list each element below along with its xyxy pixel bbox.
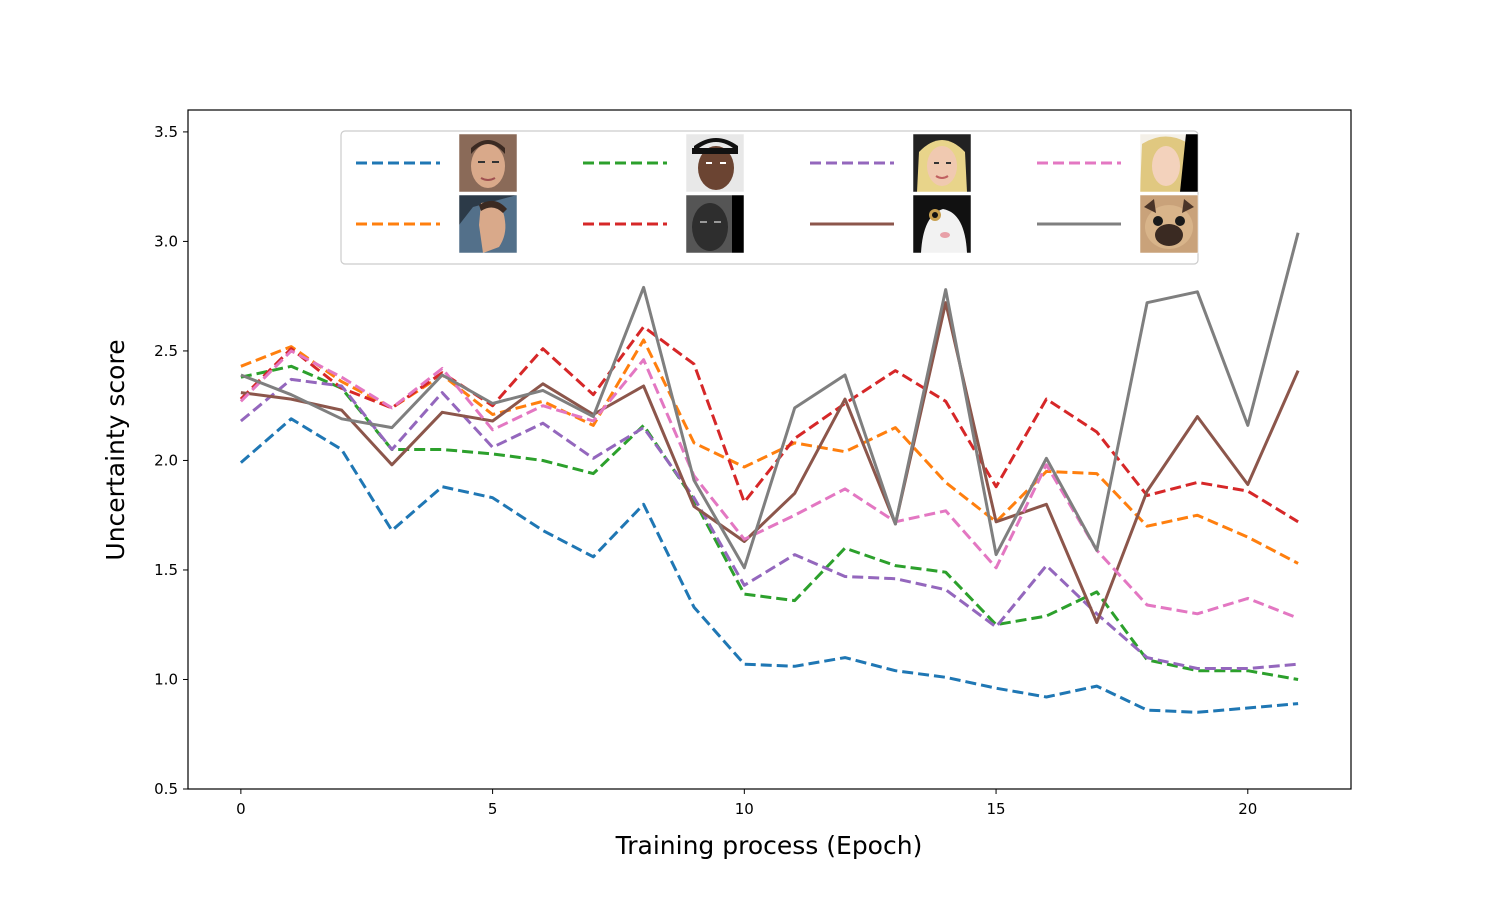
male-face-profile-icon bbox=[458, 194, 518, 254]
thumbnail-border bbox=[912, 194, 972, 254]
male-face-frontal-icon bbox=[458, 133, 518, 193]
series-line-3 bbox=[240, 364, 1299, 681]
x-tick-label: 5 bbox=[488, 800, 498, 818]
plot-frame bbox=[187, 109, 1352, 790]
female-face-frontal-icon bbox=[912, 133, 972, 193]
series-line-2 bbox=[240, 338, 1299, 565]
legend bbox=[340, 130, 1199, 265]
thumbnail-border bbox=[685, 133, 745, 193]
y-axis-label: Uncertainty score bbox=[101, 339, 130, 560]
x-tick-label: 10 bbox=[735, 800, 754, 818]
x-tick-label: 15 bbox=[987, 800, 1006, 818]
thumbnail-border bbox=[458, 133, 518, 193]
male-face-dark-icon bbox=[685, 194, 745, 254]
thumbnail-border bbox=[912, 133, 972, 193]
thumbnail-border bbox=[685, 194, 745, 254]
series-line-7 bbox=[239, 349, 1299, 620]
x-tick-label: 0 bbox=[236, 800, 246, 818]
series-layer bbox=[239, 232, 1300, 714]
male-face-cap-icon bbox=[685, 133, 745, 193]
cat-face-icon bbox=[912, 194, 972, 254]
y-axis-ticks: 0.5 1.0 1.5 2.0 2.5 3.0 3.5 bbox=[154, 123, 188, 798]
y-tick-label: 1.5 bbox=[154, 561, 178, 579]
y-tick-label: 3.5 bbox=[154, 123, 178, 141]
thumbnail-border bbox=[458, 194, 518, 254]
x-axis-ticks: 0 5 10 15 20 bbox=[236, 789, 1257, 818]
series-line-5 bbox=[239, 377, 1299, 670]
series-line-4 bbox=[239, 325, 1299, 524]
thumbnail-border bbox=[1139, 133, 1199, 193]
female-face-side-icon bbox=[1139, 133, 1199, 193]
pug-dog-face-icon bbox=[1139, 194, 1199, 254]
y-tick-label: 2.0 bbox=[154, 451, 178, 469]
y-tick-label: 2.5 bbox=[154, 342, 178, 360]
x-tick-label: 20 bbox=[1238, 800, 1257, 818]
y-tick-label: 1.0 bbox=[154, 670, 178, 688]
thumbnail-border bbox=[1139, 194, 1199, 254]
y-tick-label: 0.5 bbox=[154, 780, 178, 798]
series-line-1 bbox=[239, 417, 1299, 714]
x-axis-label: Training process (Epoch) bbox=[615, 831, 923, 860]
y-tick-label: 3.0 bbox=[154, 232, 178, 250]
series-line-6 bbox=[240, 301, 1300, 624]
series-line-8 bbox=[240, 232, 1300, 570]
